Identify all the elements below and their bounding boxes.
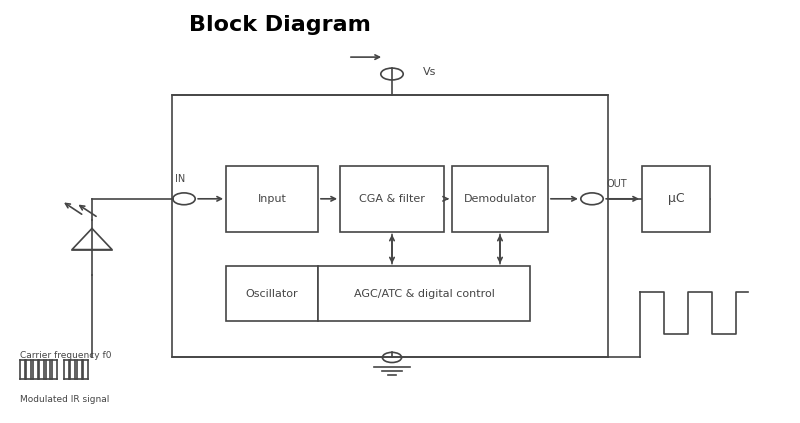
Text: Modulated IR signal: Modulated IR signal: [20, 395, 110, 404]
Bar: [452, 166, 548, 232]
Text: Oscillator: Oscillator: [246, 289, 298, 299]
Bar: [172, 95, 608, 357]
Text: AGC/ATC & digital control: AGC/ATC & digital control: [354, 289, 494, 299]
Bar: [318, 266, 530, 321]
Text: Input: Input: [258, 194, 286, 204]
Text: μC: μC: [668, 192, 684, 205]
Text: OUT: OUT: [606, 179, 627, 189]
Text: CGA & filter: CGA & filter: [359, 194, 425, 204]
Text: Demodulator: Demodulator: [463, 194, 537, 204]
Bar: [642, 166, 710, 232]
Bar: [226, 166, 318, 232]
Text: IN: IN: [175, 174, 185, 184]
Bar: [226, 266, 318, 321]
Bar: [340, 166, 444, 232]
Text: Vs: Vs: [423, 67, 437, 77]
Text: Block Diagram: Block Diagram: [189, 15, 371, 35]
Text: Carrier frequency f0: Carrier frequency f0: [20, 351, 111, 360]
